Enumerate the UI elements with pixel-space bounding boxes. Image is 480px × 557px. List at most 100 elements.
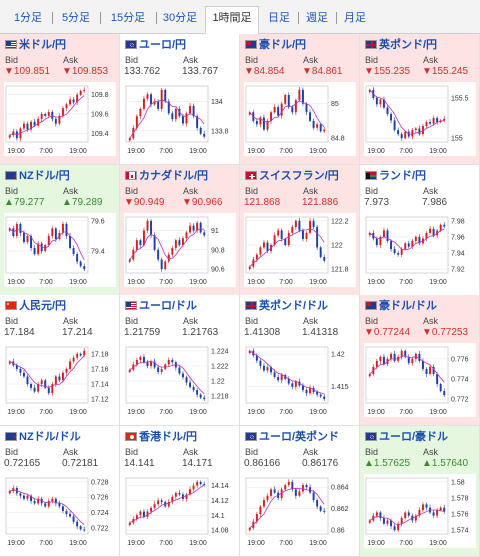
pair-title-link[interactable]: ユーロ/豪ドル bbox=[365, 430, 448, 444]
pair-title-link[interactable]: 人民元/円 bbox=[5, 299, 66, 313]
pair-name: ユーロ/豪ドル bbox=[379, 430, 449, 443]
candle bbox=[8, 360, 11, 366]
price-chart[interactable]: 0.776 0.774 0.772 19:00 7:00 19:00 bbox=[364, 343, 476, 417]
currency-card[interactable]: ユーロ/豪ドル Bid Ask ▲1.57625 ▲1.57640 1.58 1.578 1.… bbox=[360, 425, 480, 557]
candle bbox=[196, 220, 199, 233]
chart-container[interactable]: 122.2 122 121.8 19:00 7:00 19:00 bbox=[244, 212, 356, 287]
price-chart[interactable]: 79.6 79.4 19:00 7:00 19:00 bbox=[4, 212, 116, 287]
currency-card[interactable]: ユーロ/英ポンド Bid Ask 0.86166 0.86176 0.864 0.862 0.… bbox=[240, 425, 360, 557]
chart-container[interactable]: 1.42 1.415 19:00 7:00 19:00 bbox=[244, 343, 356, 417]
currency-card[interactable]: 米ドル/円 Bid Ask ▼109.851 ▼109.853 109.8 109.6 109… bbox=[0, 34, 120, 165]
price-chart[interactable]: 7.98 7.96 7.94 7.92 19:00 7:00 19:00 bbox=[364, 212, 476, 287]
ask-label: Ask bbox=[183, 185, 199, 196]
price-chart[interactable]: 1.58 1.578 1.576 1.574 19:00 7:00 19:00 bbox=[364, 473, 476, 548]
chart-container[interactable]: 14.14 14.12 14.1 14.08 19:00 7:00 19:00 bbox=[124, 473, 236, 548]
tab-日足[interactable]: 日足 bbox=[268, 12, 290, 24]
pair-name: NZドル/円 bbox=[19, 169, 70, 182]
currency-card[interactable]: NZドル/ドル Bid Ask 0.72165 0.72181 0.728 0.726 0.7… bbox=[0, 425, 120, 557]
candle bbox=[79, 89, 82, 97]
pair-title-link[interactable]: 英ポンド/円 bbox=[365, 38, 437, 52]
tab-週足[interactable]: 週足 bbox=[306, 12, 328, 24]
price-chart[interactable]: 109.8 109.6 109.4 19:00 7:00 19:00 bbox=[4, 82, 116, 156]
price-chart[interactable]: 17.18 17.16 17.14 17.12 19:00 7:00 19:00 bbox=[4, 343, 116, 417]
currency-card[interactable]: 英ポンド/ドル Bid Ask 1.41308 1.41318 1.42 1.415 19:0… bbox=[240, 295, 360, 426]
candle bbox=[414, 234, 417, 244]
candle bbox=[26, 233, 29, 244]
tab-1分足[interactable]: 1分足 bbox=[13, 12, 43, 24]
tab-5分足[interactable]: 5分足 bbox=[61, 12, 91, 24]
chart-container[interactable]: 0.776 0.774 0.772 19:00 7:00 19:00 bbox=[364, 343, 476, 417]
candle bbox=[291, 479, 294, 492]
pair-title-link[interactable]: スイスフラン/円 bbox=[245, 169, 339, 183]
pair-title-link[interactable]: 香港ドル/円 bbox=[125, 430, 197, 444]
currency-card[interactable]: 豪ドル/円 Bid Ask ▼84.854 ▼84.861 85 84.8 19:00 7:00… bbox=[240, 34, 360, 165]
chart-container[interactable]: 1.58 1.578 1.576 1.574 19:00 7:00 19:00 bbox=[364, 473, 476, 548]
chart-container[interactable]: 134 133.8 19:00 7:00 19:00 bbox=[124, 82, 236, 156]
x-tick-label: 7:00 bbox=[279, 279, 293, 286]
currency-grid: 米ドル/円 Bid Ask ▼109.851 ▼109.853 109.8 109.6 109… bbox=[0, 34, 480, 557]
tab-separator bbox=[52, 12, 53, 24]
currency-card[interactable]: 英ポンド/円 Bid Ask ▼155.235 ▼155.245 155.5 155 19:0… bbox=[360, 34, 480, 165]
candle bbox=[418, 351, 421, 363]
bid-value: ▼109.851 bbox=[4, 66, 51, 77]
price-chart[interactable]: 91 90.8 90.6 19:00 7:00 19:00 bbox=[124, 212, 236, 287]
currency-card[interactable]: 豪ドル/ドル Bid Ask ▼0.77244 ▼0.77253 0.776 0.774 0.… bbox=[360, 295, 480, 426]
pair-title-link[interactable]: ランド/円 bbox=[365, 169, 426, 183]
price-chart[interactable]: 0.864 0.862 0.86 19:00 7:00 19:00 bbox=[244, 473, 356, 548]
chart-container[interactable]: 155.5 155 19:00 7:00 19:00 bbox=[364, 82, 476, 156]
pair-title-link[interactable]: 豪ドル/ドル bbox=[365, 299, 437, 313]
pair-title-link[interactable]: ユーロ/ドル bbox=[125, 299, 197, 313]
currency-card[interactable]: 人民元/円 Bid Ask 17.184 17.214 17.18 17.16 17.14 17… bbox=[0, 295, 120, 426]
candle bbox=[309, 109, 312, 123]
price-chart[interactable]: 0.728 0.726 0.724 0.722 19:00 7:00 19:00 bbox=[4, 473, 116, 548]
price-chart[interactable]: 14.14 14.12 14.1 14.08 19:00 7:00 19:00 bbox=[124, 473, 236, 548]
chart-container[interactable]: 0.728 0.726 0.724 0.722 19:00 7:00 19:00 bbox=[4, 473, 116, 548]
chart-container[interactable]: 85 84.8 19:00 7:00 19:00 bbox=[244, 82, 356, 156]
chart-container[interactable]: 91 90.8 90.6 19:00 7:00 19:00 bbox=[124, 212, 236, 287]
pair-title-link[interactable]: 英ポンド/ドル bbox=[245, 299, 328, 313]
candle bbox=[79, 352, 82, 357]
candle bbox=[37, 381, 40, 394]
currency-card[interactable]: ユーロ/円 Bid Ask 133.762 133.767 134 133.8 19:00 7:… bbox=[120, 34, 240, 165]
chart-container[interactable]: 79.6 79.4 19:00 7:00 19:00 bbox=[4, 212, 116, 287]
currency-card[interactable]: ランド/円 Bid Ask 7.973 7.986 7.98 7.96 7.94 7.92 19:… bbox=[360, 164, 480, 296]
x-tick-label: 19:00 bbox=[247, 409, 265, 416]
pair-title-link[interactable]: 米ドル/円 bbox=[5, 38, 66, 52]
chart-container[interactable]: 7.98 7.96 7.94 7.92 19:00 7:00 19:00 bbox=[364, 212, 476, 287]
currency-card[interactable]: 香港ドル/円 Bid Ask 14.141 14.171 14.14 14.12 14.1 14… bbox=[120, 425, 240, 557]
price-chart[interactable]: 1.224 1.222 1.22 1.218 19:00 7:00 19:00 bbox=[124, 343, 236, 417]
tab-15分足[interactable]: 15分足 bbox=[110, 12, 146, 24]
candle bbox=[390, 112, 393, 124]
price-chart[interactable]: 134 133.8 19:00 7:00 19:00 bbox=[124, 82, 236, 156]
currency-card[interactable]: カナダドル/円 Bid Ask ▼90.949 ▼90.966 91 90.8 90.6 19:… bbox=[120, 164, 240, 296]
pair-title-link[interactable]: ユーロ/英ポンド bbox=[245, 430, 339, 444]
tab-30分足[interactable]: 30分足 bbox=[162, 12, 198, 24]
candle bbox=[76, 351, 79, 361]
timeframe-tabs: 1分足 5分足 15分足 30分足 1時間足 日足 週足 月足 bbox=[0, 0, 480, 35]
ask-value: 133.767 bbox=[182, 66, 219, 77]
currency-card[interactable]: NZドル/円 Bid Ask ▲79.277 ▲79.289 79.6 79.4 19:00 7… bbox=[0, 164, 120, 296]
pair-title-link[interactable]: NZドル/ドル bbox=[5, 430, 81, 444]
price-chart[interactable]: 122.2 122 121.8 19:00 7:00 19:00 bbox=[244, 212, 356, 287]
chart-container[interactable]: 17.18 17.16 17.14 17.12 19:00 7:00 19:00 bbox=[4, 343, 116, 417]
price-chart[interactable]: 85 84.8 19:00 7:00 19:00 bbox=[244, 82, 356, 156]
candle bbox=[400, 348, 403, 360]
pair-title-link[interactable]: ユーロ/円 bbox=[125, 38, 186, 52]
chart-container[interactable]: 1.224 1.222 1.22 1.218 19:00 7:00 19:00 bbox=[124, 343, 236, 417]
price-chart[interactable]: 155.5 155 19:00 7:00 19:00 bbox=[364, 82, 476, 156]
currency-card[interactable]: スイスフラン/円 Bid Ask 121.868 121.886 122.2 122 121.… bbox=[240, 164, 360, 296]
chart-container[interactable]: 109.8 109.6 109.4 19:00 7:00 19:00 bbox=[4, 82, 116, 156]
candle bbox=[298, 217, 301, 232]
pair-title-link[interactable]: カナダドル/円 bbox=[125, 169, 208, 183]
candle bbox=[425, 502, 428, 510]
pair-title-link[interactable]: 豪ドル/円 bbox=[245, 38, 306, 52]
candle bbox=[382, 354, 385, 366]
pair-title-link[interactable]: NZドル/円 bbox=[5, 169, 70, 183]
price-chart[interactable]: 1.42 1.415 19:00 7:00 19:00 bbox=[244, 343, 356, 417]
candle bbox=[65, 102, 68, 112]
tab-月足[interactable]: 月足 bbox=[344, 12, 366, 24]
tab-1時間足[interactable]: 1時間足 bbox=[205, 6, 259, 35]
chart-container[interactable]: 0.864 0.862 0.86 19:00 7:00 19:00 bbox=[244, 473, 356, 548]
ask-label: Ask bbox=[63, 185, 79, 196]
currency-card[interactable]: ユーロ/ドル Bid Ask 1.21759 1.21763 1.224 1.222 1.22… bbox=[120, 295, 240, 426]
